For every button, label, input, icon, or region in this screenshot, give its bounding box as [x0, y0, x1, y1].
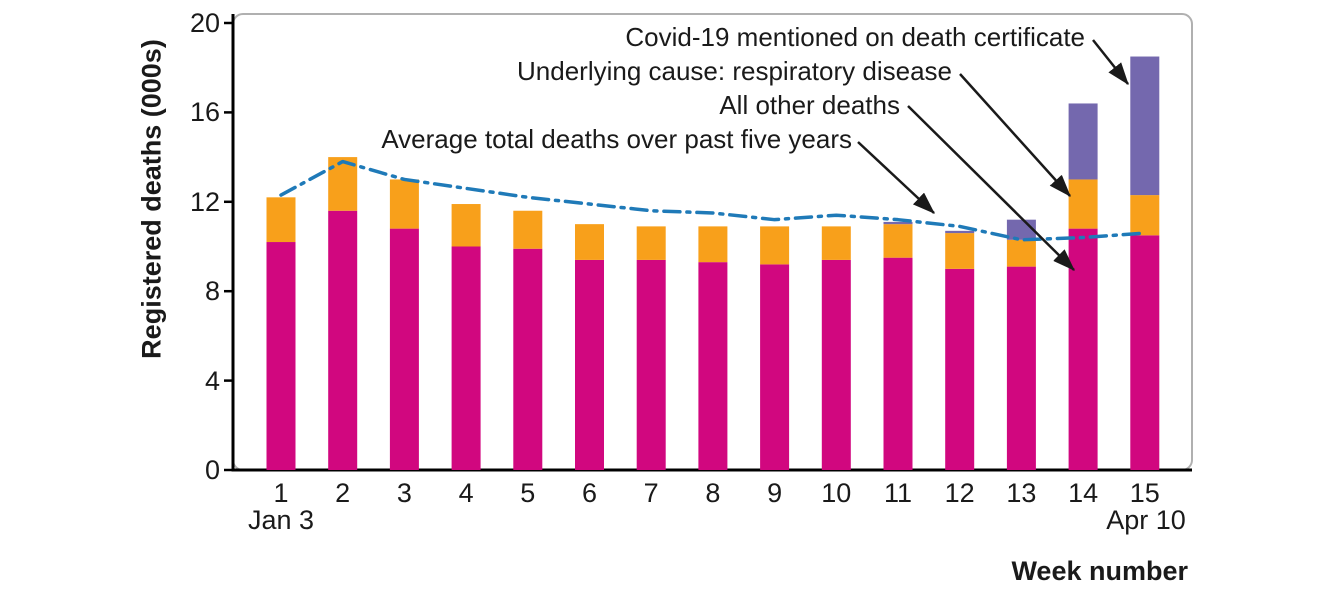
x-last-date-label: Apr 10 [1106, 505, 1186, 535]
bar-segment-week7-series1 [636, 226, 666, 260]
x-tick-label: 5 [520, 478, 536, 508]
bar-segment-week10-series0 [821, 259, 851, 470]
x-tick-label: 14 [1068, 478, 1099, 508]
x-tick-label: 3 [396, 478, 412, 508]
bar-segment-week14-series0 [1068, 228, 1098, 470]
bar-segment-week13-series1 [1006, 239, 1036, 267]
bar-segment-week11-series2 [883, 221, 913, 225]
x-tick-label: 8 [705, 478, 721, 508]
bar-segment-week8-series0 [698, 262, 728, 470]
bar-segment-week13-series0 [1006, 266, 1036, 470]
x-tick-label: 9 [767, 478, 783, 508]
annotation-average-label: Average total deaths over past five year… [381, 124, 852, 154]
bar-segment-week1-series1 [266, 197, 296, 243]
bar-segment-week11-series1 [883, 224, 913, 258]
bar-segment-week5-series0 [513, 248, 543, 470]
y-tick-label: 4 [204, 365, 220, 396]
annotation-arrow-2 [907, 105, 1075, 271]
bar-segment-week6-series0 [575, 259, 604, 470]
bar-segment-week12-series1 [945, 233, 975, 269]
x-tick-label: 10 [821, 478, 852, 508]
bar-segment-week10-series1 [821, 226, 851, 260]
bar-segment-week1-series0 [266, 242, 296, 470]
x-tick-label: 6 [581, 478, 598, 508]
bar-segment-week3-series0 [389, 228, 419, 470]
x-tick-label: 15 [1129, 478, 1160, 508]
bar-segment-week9-series0 [760, 264, 790, 470]
x-tick-label: 13 [1006, 478, 1037, 508]
x-axis-label: Week number [1011, 556, 1188, 586]
x-tick-label: 2 [335, 478, 351, 508]
annotation-all-other-label: All other deaths [719, 90, 900, 120]
y-tick-label: 20 [189, 8, 220, 38]
annotation-arrow-3 [857, 141, 935, 214]
annotation-arrow-0 [1092, 39, 1129, 85]
bar-segment-week14-series1 [1068, 179, 1098, 229]
x-tick-label: 1 [273, 478, 289, 508]
bar-segment-week8-series1 [698, 226, 728, 263]
y-tick-label: 8 [204, 276, 220, 307]
x-first-date-label: Jan 3 [247, 505, 315, 535]
bar-segment-week4-series0 [451, 246, 481, 470]
y-tick-label: 0 [204, 455, 220, 485]
x-tick-label: 7 [643, 478, 659, 508]
bar-segment-week7-series0 [636, 259, 666, 470]
bar-segment-week3-series1 [389, 179, 419, 229]
bar-segment-week12-series2 [945, 230, 975, 234]
bar-segment-week5-series1 [513, 210, 543, 249]
x-tick-label: 11 [883, 478, 913, 508]
bar-segment-week4-series1 [451, 204, 481, 247]
y-tick-label: 12 [189, 186, 220, 217]
bar-segment-week15-series0 [1130, 235, 1160, 470]
annotation-arrow-1 [959, 73, 1071, 197]
bar-segment-week15-series2 [1130, 56, 1160, 196]
x-tick-label: 12 [944, 478, 975, 508]
bar-segment-week11-series0 [883, 257, 913, 470]
annotation-covid-label: Covid-19 mentioned on death certificate [625, 22, 1085, 52]
bar-segment-week9-series1 [760, 226, 790, 265]
bar-segment-week2-series0 [328, 210, 358, 471]
bar-segment-week12-series0 [945, 268, 975, 470]
y-tick-label: 16 [189, 97, 220, 128]
x-tick-label: 4 [458, 478, 474, 508]
bar-segment-week14-series2 [1068, 103, 1098, 180]
bar-segment-week6-series1 [575, 224, 604, 260]
average-deaths-line [279, 159, 1147, 242]
annotation-respiratory-label: Underlying cause: respiratory disease [517, 56, 952, 86]
bar-segment-week15-series1 [1130, 195, 1160, 236]
